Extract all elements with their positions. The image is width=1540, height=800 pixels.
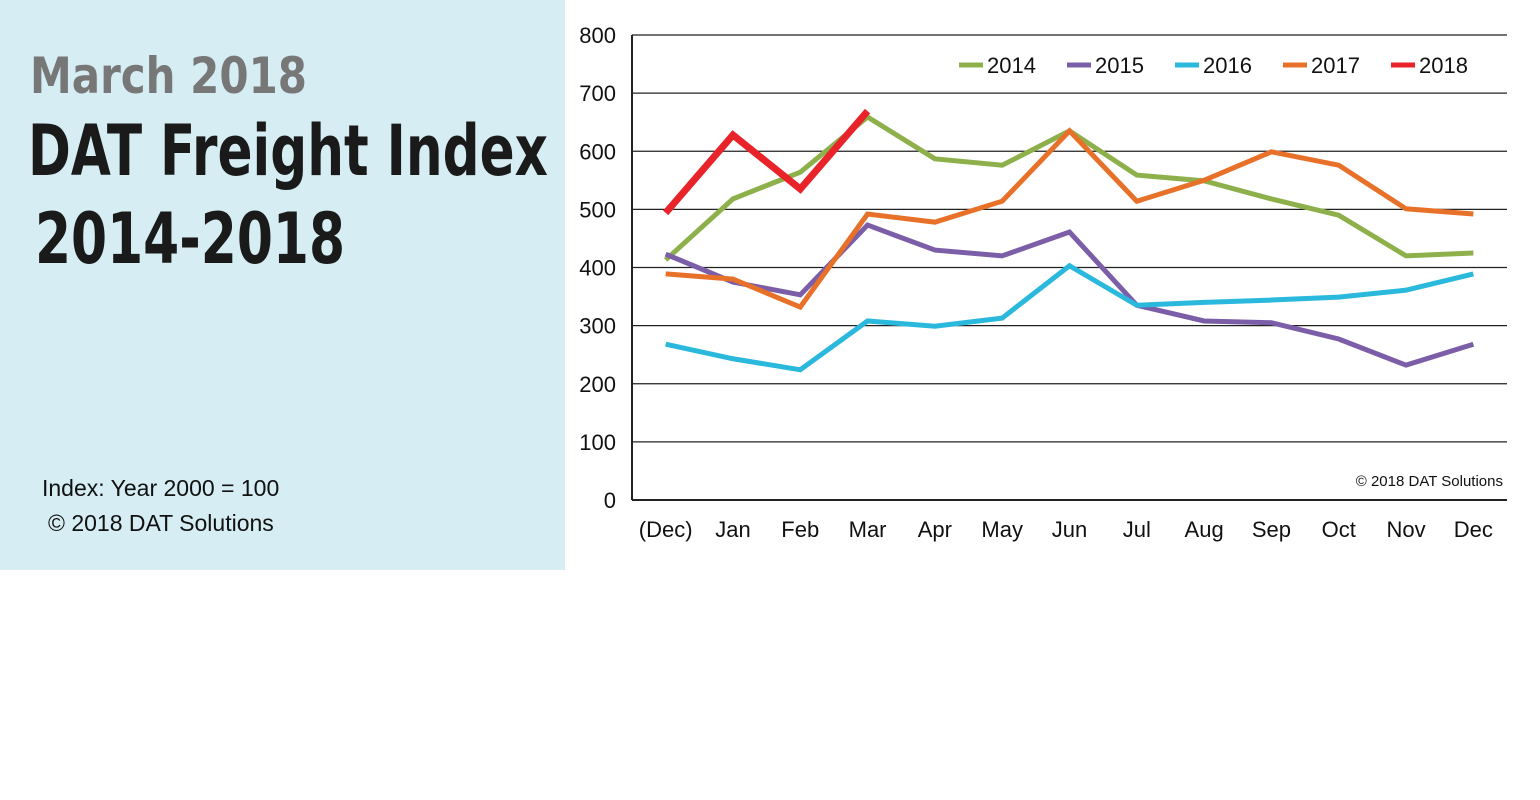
series-line	[663, 108, 871, 216]
x-tick-label: (Dec)	[639, 517, 693, 542]
x-tick-label: Feb	[781, 517, 819, 542]
subtitle: March 2018	[30, 47, 307, 105]
y-tick-label: 500	[579, 197, 616, 222]
series-line	[665, 262, 1474, 373]
x-tick-label: Dec	[1454, 517, 1493, 542]
y-tick-label: 300	[579, 314, 616, 339]
y-tick-label: 100	[579, 430, 616, 455]
legend-label: 2018	[1419, 53, 1468, 78]
legend-label: 2017	[1311, 53, 1360, 78]
x-tick-label: Jul	[1123, 517, 1151, 542]
x-tick-label: Nov	[1386, 517, 1425, 542]
legend-label: 2014	[987, 53, 1036, 78]
x-tick-label: Aug	[1185, 517, 1224, 542]
y-tick-label: 800	[579, 23, 616, 48]
legend-label: 2016	[1203, 53, 1252, 78]
period: 2014-2018	[35, 198, 345, 280]
y-tick-label: 700	[579, 81, 616, 106]
x-tick-label: Sep	[1252, 517, 1291, 542]
series-line	[665, 127, 1474, 311]
x-tick-label: Oct	[1322, 517, 1356, 542]
index-note: Index: Year 2000 = 100	[42, 475, 279, 501]
y-tick-label: 0	[604, 488, 616, 513]
series-line	[664, 222, 1475, 368]
x-tick-label: May	[981, 517, 1023, 542]
chart-copyright: © 2018 DAT Solutions	[1356, 473, 1503, 490]
series-line	[663, 113, 1474, 262]
side-panel	[0, 0, 565, 570]
y-tick-label: 200	[579, 372, 616, 397]
y-tick-label: 400	[579, 256, 616, 281]
chart-title: DAT Freight Index	[28, 110, 548, 192]
y-tick-label: 600	[579, 139, 616, 164]
x-tick-label: Jun	[1052, 517, 1087, 542]
x-tick-label: Mar	[849, 517, 887, 542]
legend-label: 2015	[1095, 53, 1144, 78]
x-tick-label: Jan	[715, 517, 750, 542]
copyright: © 2018 DAT Solutions	[48, 510, 274, 536]
x-tick-label: Apr	[918, 517, 952, 542]
